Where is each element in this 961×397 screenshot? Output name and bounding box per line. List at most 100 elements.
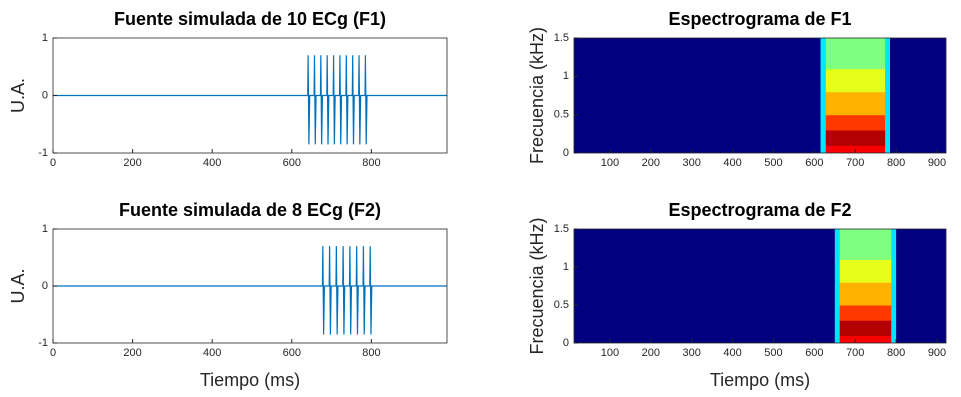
heat-cell bbox=[834, 130, 845, 146]
chart-title: Fuente simulada de 8 ECg (F2) bbox=[119, 200, 381, 220]
heat-cell bbox=[574, 282, 836, 306]
x-tick-label: 200 bbox=[642, 157, 660, 169]
heat-cell bbox=[879, 38, 886, 70]
x-axis-label: Tiempo (ms) bbox=[200, 370, 300, 390]
x-tick-label: 700 bbox=[846, 157, 864, 169]
y-tick-label: 1 bbox=[42, 223, 48, 235]
plot-area bbox=[53, 246, 447, 335]
heat-cell bbox=[861, 145, 872, 153]
heat-cell bbox=[820, 114, 827, 131]
heat-cell bbox=[820, 38, 827, 70]
heat-cell bbox=[865, 259, 875, 283]
heat-cell bbox=[834, 114, 845, 131]
heat-cell bbox=[856, 305, 866, 321]
heat-cell bbox=[834, 320, 841, 336]
heat-cell bbox=[891, 259, 897, 283]
heat-cell bbox=[874, 335, 884, 343]
signal-line bbox=[53, 55, 447, 145]
heat-cell bbox=[861, 114, 872, 131]
heat-cell bbox=[834, 282, 841, 306]
x-tick-label: 0 bbox=[50, 347, 56, 359]
heat-cell bbox=[574, 320, 836, 336]
heat-cell bbox=[889, 145, 946, 153]
heat-cell bbox=[839, 229, 849, 260]
heat-cell bbox=[574, 91, 822, 116]
heat-cell bbox=[852, 130, 863, 146]
heat-cell bbox=[574, 68, 822, 93]
heat-cell bbox=[874, 229, 884, 260]
x-tick-label: 600 bbox=[283, 347, 301, 359]
y-tick-label: 1 bbox=[42, 32, 48, 44]
heat-cell bbox=[839, 320, 849, 336]
heat-cell bbox=[834, 38, 845, 70]
x-tick-label: 900 bbox=[928, 347, 946, 359]
heat-cell bbox=[574, 259, 836, 283]
heat-cell bbox=[882, 229, 892, 260]
signal-line bbox=[53, 246, 447, 335]
y-tick-label: 0 bbox=[42, 89, 48, 101]
heat-cell bbox=[834, 68, 845, 93]
heat-cell bbox=[879, 130, 886, 146]
heat-cell bbox=[861, 38, 872, 70]
x-tick-label: 200 bbox=[123, 157, 141, 169]
x-tick-label: 0 bbox=[50, 157, 56, 169]
y-axis-label: U.A. bbox=[8, 268, 28, 303]
y-tick-label: 1 bbox=[563, 261, 569, 273]
heat-cell bbox=[856, 335, 866, 343]
heat-cell bbox=[874, 305, 884, 321]
heat-cell bbox=[865, 229, 875, 260]
heat-cell bbox=[885, 91, 891, 116]
heat-cell bbox=[843, 130, 854, 146]
heat-cell bbox=[825, 68, 836, 93]
y-tick-label: 1 bbox=[563, 70, 569, 82]
heat-cell bbox=[852, 68, 863, 93]
heat-cell bbox=[861, 130, 872, 146]
heat-cell bbox=[889, 38, 946, 70]
x-tick-label: 400 bbox=[203, 157, 221, 169]
heat-cell bbox=[896, 320, 946, 336]
heat-cell bbox=[879, 114, 886, 131]
heat-cell bbox=[865, 305, 875, 321]
heat-cell bbox=[870, 38, 881, 70]
heat-cell bbox=[843, 114, 854, 131]
heat-cell bbox=[834, 259, 841, 283]
chart-title: Fuente simulada de 10 ECg (F1) bbox=[114, 9, 386, 29]
heat-cell bbox=[885, 68, 891, 93]
heat-cell bbox=[825, 114, 836, 131]
heat-cell bbox=[870, 68, 881, 93]
y-tick-label: -1 bbox=[38, 337, 48, 349]
heat-cell bbox=[843, 68, 854, 93]
heat-cell bbox=[843, 38, 854, 70]
chart-title: Espectrograma de F1 bbox=[668, 9, 851, 29]
heat-cell bbox=[825, 38, 836, 70]
heat-cell bbox=[891, 282, 897, 306]
x-tick-label: 400 bbox=[723, 347, 741, 359]
heat-cell bbox=[861, 91, 872, 116]
heat-cell bbox=[843, 145, 854, 153]
heat-cell bbox=[856, 229, 866, 260]
heat-cell bbox=[825, 145, 836, 153]
heat-cell bbox=[885, 114, 891, 131]
heat-cell bbox=[848, 229, 858, 260]
heat-cell bbox=[856, 259, 866, 283]
heat-cell bbox=[885, 145, 891, 153]
heat-cell bbox=[820, 68, 827, 93]
heat-cell bbox=[891, 320, 897, 336]
y-tick-label: -1 bbox=[38, 147, 48, 159]
heat-cell bbox=[848, 259, 858, 283]
x-tick-label: 800 bbox=[887, 347, 905, 359]
heat-cell bbox=[889, 91, 946, 116]
x-tick-label: 600 bbox=[283, 157, 301, 169]
heat-cell bbox=[834, 145, 845, 153]
heat-cell bbox=[843, 91, 854, 116]
heat-cell bbox=[879, 91, 886, 116]
x-tick-label: 700 bbox=[846, 347, 864, 359]
heat-cell bbox=[852, 38, 863, 70]
heat-cell bbox=[882, 335, 892, 343]
heat-cell bbox=[848, 305, 858, 321]
x-tick-label: 200 bbox=[123, 347, 141, 359]
heat-cell bbox=[896, 305, 946, 321]
x-tick-label: 800 bbox=[362, 347, 380, 359]
heat-cell bbox=[885, 130, 891, 146]
y-tick-label: 1.5 bbox=[554, 32, 569, 44]
